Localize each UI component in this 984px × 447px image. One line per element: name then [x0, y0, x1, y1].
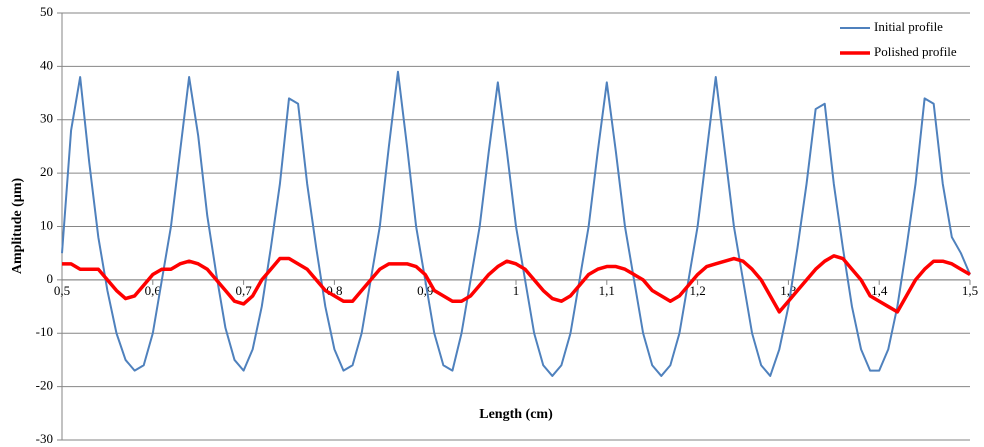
- y-axis-title: Amplitude (µm): [10, 177, 25, 274]
- x-tick-label: 0,9: [417, 283, 433, 298]
- y-tick-label: 20: [40, 164, 53, 179]
- x-tick-label: 0,6: [145, 283, 162, 298]
- x-tick-label: 1,5: [962, 283, 978, 298]
- x-tick-label: 1,4: [871, 283, 888, 298]
- y-tick-label: 10: [40, 217, 53, 232]
- y-tick-label: 0: [47, 271, 54, 286]
- y-tick-label: 30: [40, 111, 53, 126]
- y-tick-label: -30: [36, 431, 53, 446]
- y-tick-label: -10: [36, 324, 53, 339]
- x-axis-title: Length (cm): [479, 407, 553, 422]
- y-tick-label: -20: [36, 378, 53, 393]
- y-tick-label: 40: [40, 57, 53, 72]
- legend-label: Polished profile: [874, 44, 957, 59]
- x-tick-label: 0,5: [54, 283, 70, 298]
- x-tick-label: 1,2: [689, 283, 705, 298]
- x-tick-label: 1: [513, 283, 520, 298]
- y-tick-label: 50: [40, 4, 53, 19]
- series-line: [62, 254, 971, 314]
- x-tick-label: 1,1: [599, 283, 615, 298]
- series-line: [61, 70, 971, 377]
- legend-label: Initial profile: [874, 19, 943, 34]
- x-tick-label: 0,7: [235, 283, 252, 298]
